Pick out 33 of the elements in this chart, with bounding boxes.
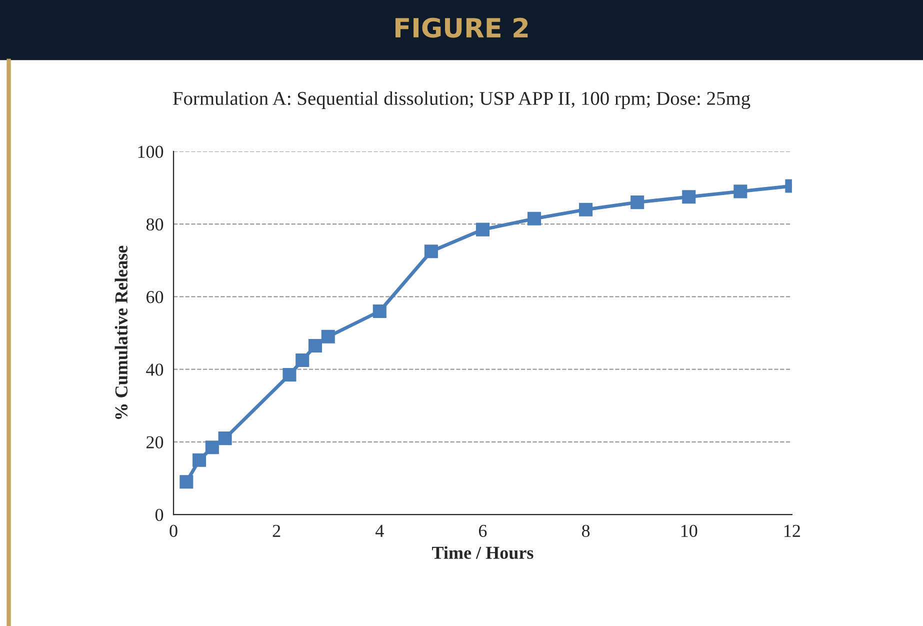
y-tick-label: 100 — [138, 146, 164, 158]
point — [308, 338, 322, 353]
point — [180, 475, 194, 489]
point — [527, 212, 542, 226]
point — [476, 222, 490, 236]
point — [630, 196, 644, 210]
y-tick-label: 20 — [146, 436, 164, 448]
x-tick-label: 0 — [170, 524, 178, 537]
x-tick-label: 2 — [272, 524, 280, 537]
chart-subtitle: Formulation A: Sequential dissolution; USP APP II, 100 rpm; Dose: 25mg — [172, 91, 750, 110]
y-tick-label: 0 — [155, 508, 164, 522]
point — [372, 304, 386, 318]
point — [321, 330, 335, 344]
y-tick-label: 80 — [146, 218, 164, 231]
x-tick-label: 12 — [784, 524, 800, 537]
point — [218, 432, 232, 446]
x-tick-label: 6 — [478, 524, 487, 537]
x-tick-label: 8 — [582, 524, 590, 537]
point — [282, 368, 296, 382]
x-tick-label: 4 — [376, 524, 384, 537]
point — [734, 184, 748, 198]
point — [205, 440, 219, 454]
point — [424, 244, 438, 258]
y-axis-title: % Cumulative Release — [114, 246, 128, 419]
y-tick-label: 40 — [146, 364, 164, 376]
point — [192, 453, 206, 467]
point — [682, 190, 696, 204]
point — [579, 202, 593, 216]
chart-title: FIGURE 2 — [396, 18, 528, 38]
x-axis-title: Time / Hours — [432, 546, 534, 559]
point — [296, 353, 310, 368]
x-tick-label: 10 — [681, 524, 698, 537]
y-tick-label: 60 — [146, 290, 164, 304]
